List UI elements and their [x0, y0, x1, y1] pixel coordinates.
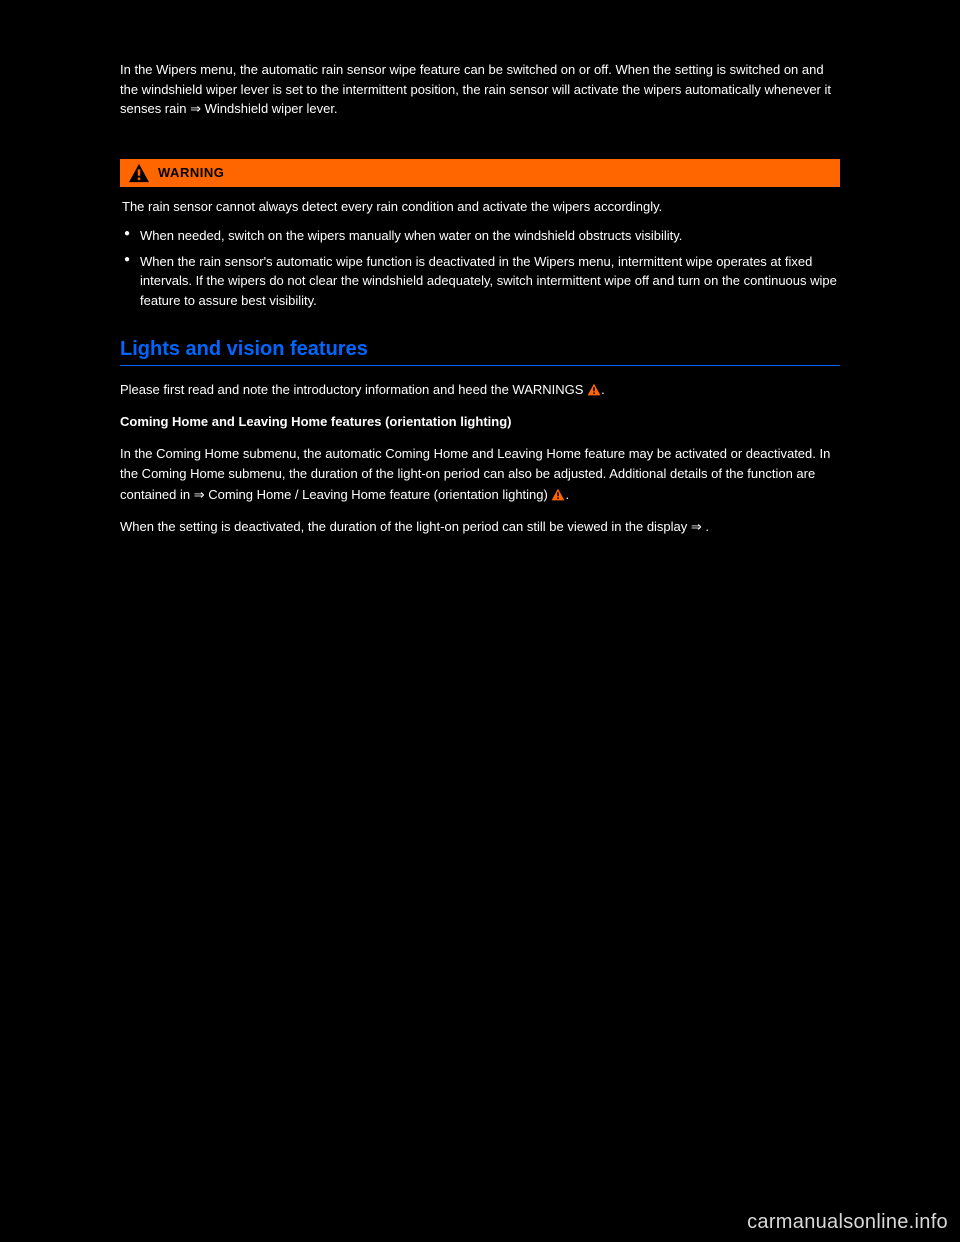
body-text-span: In the Coming Home submenu, the automati… — [120, 446, 830, 501]
warning-bullet-list: When needed, switch on the wipers manual… — [122, 226, 838, 310]
footer-url: carmanualsonline.info — [747, 1211, 948, 1234]
inline-warning-icon — [587, 383, 601, 396]
warning-box: WARNING The rain sensor cannot always de… — [120, 159, 840, 311]
body-text-span: Please first read and note the introduct… — [120, 382, 583, 397]
body-paragraph: Please first read and note the introduct… — [120, 380, 840, 400]
warning-bullet-item: When the rain sensor's automatic wipe fu… — [122, 252, 838, 311]
warning-label: WARNING — [158, 165, 224, 180]
warning-bullet-item: When needed, switch on the wipers manual… — [122, 226, 838, 246]
body-paragraph: In the Coming Home submenu, the automati… — [120, 444, 840, 504]
section-body: Please first read and note the introduct… — [120, 380, 840, 537]
warning-header: WARNING — [120, 159, 840, 187]
body-paragraph: When the setting is deactivated, the dur… — [120, 517, 840, 537]
heading-rule — [120, 365, 840, 366]
warning-body: The rain sensor cannot always detect eve… — [120, 187, 840, 311]
section-heading: Lights and vision features — [120, 338, 840, 361]
sub-heading: Coming Home and Leaving Home features (o… — [120, 412, 840, 432]
warning-paragraph: The rain sensor cannot always detect eve… — [122, 197, 838, 217]
intro-paragraph: In the Wipers menu, the automatic rain s… — [120, 60, 840, 119]
inline-warning-icon — [551, 488, 565, 501]
warning-triangle-icon — [128, 163, 150, 183]
